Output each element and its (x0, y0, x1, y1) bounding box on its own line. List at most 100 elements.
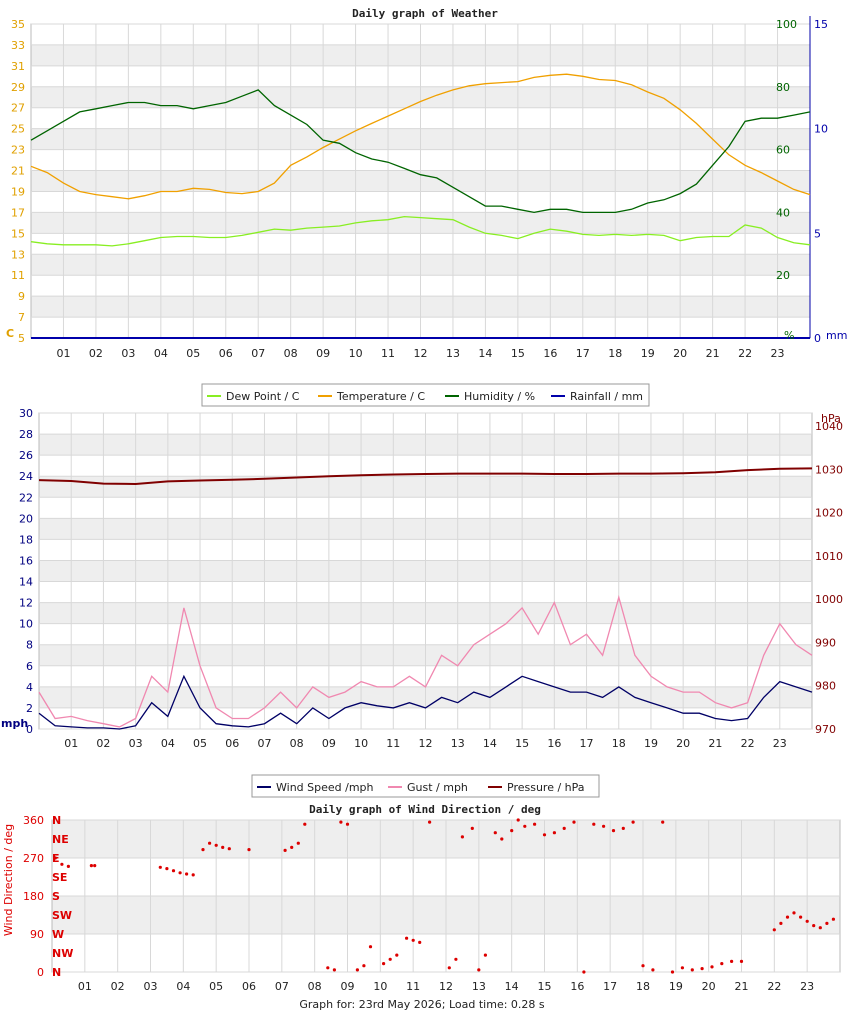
hour-tick-label: 23 (773, 737, 787, 750)
direction-point (221, 845, 225, 850)
hour-tick-label: 05 (209, 980, 223, 993)
hour-tick-label: 05 (193, 737, 207, 750)
direction-point (428, 820, 432, 824)
hour-tick-label: 12 (414, 347, 428, 360)
compass-label: S (52, 890, 60, 903)
hour-tick-label: 08 (290, 737, 304, 750)
hour-tick-label: 12 (439, 980, 453, 993)
direction-point (89, 864, 93, 868)
direction-point (178, 871, 182, 875)
direction-point (93, 864, 97, 868)
direction-point (296, 841, 300, 845)
hour-tick-label: 02 (89, 347, 103, 360)
direction-point (165, 867, 169, 871)
pressure-tick-label: 970 (815, 723, 836, 736)
wind-tick-label: 28 (19, 428, 33, 441)
hour-tick-label: 06 (242, 980, 256, 993)
pressure-tick-label: 1000 (815, 593, 843, 606)
direction-point (739, 959, 744, 964)
legend-gust: Gust / mph (407, 781, 468, 794)
hour-tick-label: 22 (738, 347, 752, 360)
direction-point (542, 833, 547, 837)
direction-point (680, 966, 685, 970)
temp-tick-label: 23 (11, 144, 25, 157)
direction-point (510, 829, 514, 833)
direction-point (621, 826, 625, 831)
series-line-pressure (38, 467, 813, 486)
pressure-tick-label: 980 (815, 680, 836, 693)
hour-tick-label: 03 (121, 347, 135, 360)
legend-pressure: Pressure / hPa (507, 781, 585, 794)
compass-label: NW (52, 947, 73, 960)
temp-tick-label: 19 (11, 185, 25, 198)
direction-point (191, 873, 195, 877)
direction-point (53, 856, 57, 860)
temp-axis-unit: C (6, 327, 14, 340)
hour-tick-label: 17 (576, 347, 590, 360)
wind-tick-label: 14 (19, 576, 33, 589)
wind-tick-label: 30 (19, 407, 33, 420)
hour-tick-label: 08 (308, 980, 322, 993)
hour-tick-label: 11 (386, 737, 400, 750)
hour-tick-label: 13 (446, 347, 460, 360)
humidity-axis-unit: % (784, 329, 794, 342)
legend-humidity: Humidity / % (464, 390, 535, 403)
hour-tick-label: 14 (505, 980, 519, 993)
wind-tick-label: 18 (19, 533, 33, 546)
compass-label: SW (52, 909, 72, 922)
pressure-tick-label: 1020 (815, 507, 843, 520)
hour-tick-label: 21 (735, 980, 749, 993)
direction-tick-label: 180 (23, 890, 44, 903)
direction-point (710, 965, 714, 969)
direction-point (805, 919, 809, 923)
series-line-windspeed (38, 674, 813, 730)
direction-point (812, 924, 816, 928)
temp-tick-label: 29 (11, 81, 25, 94)
direction-point (641, 964, 645, 968)
pressure-tick-label: 1040 (815, 420, 843, 433)
compass-label: SE (52, 871, 67, 884)
hour-tick-label: 20 (673, 347, 687, 360)
direction-tick-label: 270 (23, 852, 44, 865)
hour-tick-label: 18 (612, 737, 626, 750)
direction-point (651, 968, 655, 972)
temp-tick-label: 17 (11, 206, 25, 219)
hour-tick-label: 08 (284, 347, 298, 360)
series-line-temperature (30, 73, 811, 200)
hour-tick-label: 20 (702, 980, 716, 993)
wind-tick-label: 6 (26, 660, 33, 673)
direction-point (572, 820, 576, 824)
direction-point (631, 820, 635, 824)
temp-tick-label: 31 (11, 60, 25, 73)
rain-tick-label: 10 (814, 123, 828, 136)
temp-tick-label: 35 (11, 18, 25, 31)
hour-tick-label: 02 (111, 980, 125, 993)
hour-tick-label: 02 (96, 737, 110, 750)
hour-tick-label: 21 (706, 347, 720, 360)
rain-axis-unit: mm (826, 329, 847, 342)
pressure-tick-label: 1010 (815, 550, 843, 563)
temp-tick-label: 11 (11, 269, 25, 282)
temp-tick-label: 15 (11, 227, 25, 240)
direction-point (447, 966, 451, 970)
hour-tick-label: 19 (644, 737, 658, 750)
humidity-tick-label: 60 (776, 144, 790, 157)
wind-chart: 0246810121416182022242628309709809901000… (1, 407, 843, 750)
humidity-tick-label: 20 (776, 269, 790, 282)
hour-tick-label: 20 (676, 737, 690, 750)
wind-axis-unit: mph (1, 717, 28, 730)
wind-tick-label: 16 (19, 554, 33, 567)
direction-point (516, 818, 520, 822)
humidity-tick-label: 40 (776, 206, 790, 219)
wind-tick-label: 26 (19, 449, 33, 462)
wind-tick-label: 0 (26, 723, 33, 736)
hour-tick-label: 17 (580, 737, 594, 750)
pressure-axis-unit: hPa (821, 412, 841, 425)
hour-tick-label: 07 (275, 980, 289, 993)
weather-chart-title: Daily graph of Weather (352, 7, 498, 20)
rain-tick-label: 5 (814, 227, 821, 240)
direction-point (818, 926, 822, 930)
direction-point (690, 968, 694, 972)
wind-direction-title: Daily graph of Wind Direction / deg (309, 803, 541, 816)
direction-point (670, 970, 675, 974)
